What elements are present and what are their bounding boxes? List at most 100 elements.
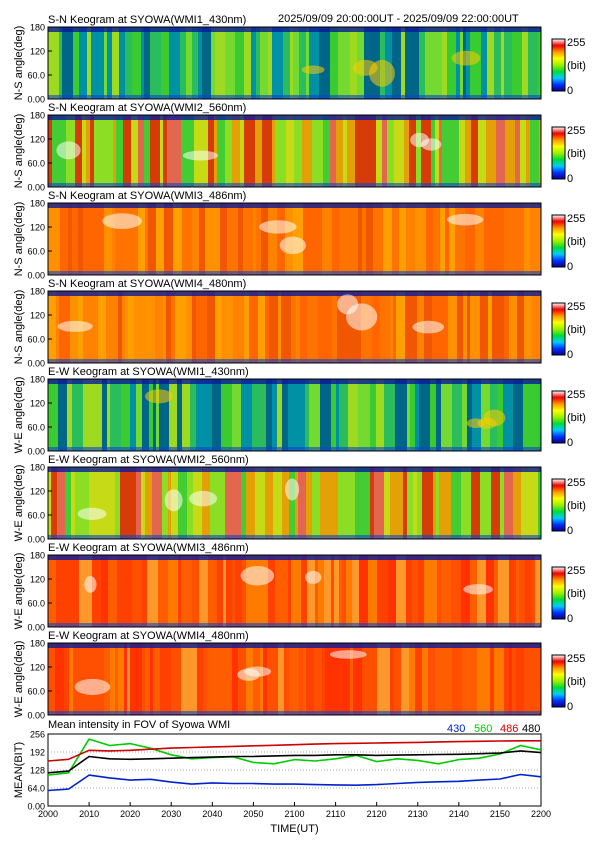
x-tick-label: 2130	[408, 809, 428, 819]
colorbar-unit: (bit)	[567, 60, 586, 72]
x-tick-label: 2120	[367, 809, 387, 819]
colorbar-min: 0	[567, 701, 573, 713]
y-tick-label: 120	[30, 135, 45, 145]
keogram-panel: S-N Keogram at SYOWA(WMI1_430nm) 0.00 60.0…	[13, 14, 586, 105]
series-line-486	[47, 739, 541, 762]
keogram-image	[48, 291, 541, 363]
colorbar-max: 255	[567, 125, 585, 137]
series-line-560	[47, 738, 542, 776]
y-axis-label: N-S angle(deg)	[13, 114, 25, 189]
y-tick-label: 180	[30, 287, 45, 297]
x-tick-label: 2100	[284, 809, 304, 819]
y-tick-label: 64.0	[27, 784, 45, 794]
y-tick-label: 120	[30, 311, 45, 321]
y-tick-label: 180	[30, 111, 45, 121]
y-tick-label: 120	[30, 399, 45, 409]
colorbar-max: 255	[567, 37, 585, 49]
chart-title: Mean intensity in FOV of Syowa WMI	[48, 719, 230, 731]
colorbar-max: 255	[567, 653, 585, 665]
colorbar-min: 0	[567, 261, 573, 273]
colorbar-max: 255	[567, 213, 585, 225]
x-tick-label: 2110	[326, 809, 345, 819]
y-tick-label: 0.00	[27, 183, 45, 193]
keogram-panel: S-N Keogram at SYOWA(WMI2_560nm) 0.00 60.0…	[13, 102, 586, 193]
colorbar: 255 (bit) 0	[551, 125, 586, 185]
colorbar-unit: (bit)	[567, 236, 586, 248]
y-axis-label: W-E angle(deg)	[13, 553, 25, 630]
colorbar: 255 (bit) 0	[551, 389, 586, 449]
colorbar-unit: (bit)	[567, 500, 586, 512]
keogram-title: E-W Keogram at SYOWA(WMI4_480nm)	[48, 630, 249, 642]
x-axis-label: TIME(UT)	[270, 823, 318, 835]
y-tick-label: 60.0	[27, 599, 45, 609]
colorbar: 255 (bit) 0	[551, 477, 586, 537]
x-tick-label: 2140	[449, 809, 469, 819]
colorbar-unit: (bit)	[567, 324, 586, 336]
y-tick-label: 0.00	[27, 711, 45, 721]
date-range: 2025/09/09 20:00:00UT - 2025/09/09 22:00…	[278, 13, 519, 25]
keogram-panel: E-W Keogram at SYOWA(WMI4_480nm) 0.00 60.0…	[13, 630, 586, 721]
x-tick-label: 2150	[490, 809, 510, 819]
keogram-panel: S-N Keogram at SYOWA(WMI3_486nm) 0.00 60.0…	[13, 190, 586, 281]
keogram-image	[48, 27, 541, 99]
y-tick-label: 0.00	[27, 802, 45, 812]
y-tick-label: 180	[30, 463, 45, 473]
y-tick-label: 60.0	[27, 423, 45, 433]
keogram-image	[48, 467, 541, 539]
y-axis-label: N-S angle(deg)	[13, 290, 25, 365]
y-tick-label: 0.00	[27, 359, 45, 369]
colorbar-min: 0	[567, 173, 573, 185]
colorbar-min: 0	[567, 85, 573, 97]
y-tick-label: 60.0	[27, 159, 45, 169]
y-tick-label: 0.00	[27, 623, 45, 633]
y-axis-label: W-E angle(deg)	[13, 465, 25, 542]
y-tick-label: 0.00	[27, 95, 45, 105]
x-tick-label: 2050	[243, 809, 263, 819]
keogram-title: S-N Keogram at SYOWA(WMI4_480nm)	[48, 278, 246, 290]
y-tick-label: 0.00	[27, 271, 45, 281]
y-tick-label: 256	[30, 730, 45, 740]
y-tick-label: 120	[30, 663, 45, 673]
y-axis-label: W-E angle(deg)	[13, 641, 25, 718]
y-tick-label: 120	[30, 575, 45, 585]
keogram-title: S-N Keogram at SYOWA(WMI1_430nm)	[48, 14, 246, 26]
legend-entry: 486	[500, 723, 518, 735]
keogram-panels: S-N Keogram at SYOWA(WMI1_430nm) 0.00 60.0…	[13, 14, 586, 721]
keogram-image	[48, 203, 541, 275]
legend-entry: 560	[474, 723, 492, 735]
keogram-panel: E-W Keogram at SYOWA(WMI3_486nm) 0.00 60.0…	[13, 542, 586, 633]
colorbar-min: 0	[567, 437, 573, 449]
colorbar: 255 (bit) 0	[551, 565, 586, 625]
y-tick-label: 120	[30, 47, 45, 57]
colorbar-max: 255	[567, 565, 585, 577]
x-tick-label: 2000	[38, 809, 58, 819]
colorbar-unit: (bit)	[567, 412, 586, 424]
colorbar-max: 255	[567, 301, 585, 313]
keogram-panel: E-W Keogram at SYOWA(WMI2_560nm) 0.00 60.0…	[13, 454, 586, 545]
x-tick-label: 2200	[531, 809, 551, 819]
y-tick-label: 180	[30, 551, 45, 561]
y-tick-label: 180	[30, 23, 45, 33]
legend: 430 560 486 480	[447, 723, 540, 735]
y-tick-label: 0.00	[27, 447, 45, 457]
colorbar: 255 (bit) 0	[551, 37, 586, 97]
x-tick-label: 2010	[79, 809, 99, 819]
y-tick-label: 120	[30, 223, 45, 233]
series-line-430	[47, 773, 542, 792]
y-axis-label: W-E angle(deg)	[13, 377, 25, 454]
keogram-title: E-W Keogram at SYOWA(WMI2_560nm)	[48, 454, 249, 466]
y-tick-label: 60.0	[27, 247, 45, 257]
colorbar-unit: (bit)	[567, 148, 586, 160]
y-tick-label: 60.0	[27, 335, 45, 345]
keogram-title: S-N Keogram at SYOWA(WMI3_486nm)	[48, 190, 246, 202]
colorbar-unit: (bit)	[567, 676, 586, 688]
colorbar: 255 (bit) 0	[551, 301, 586, 361]
y-tick-label: 60.0	[27, 511, 45, 521]
x-tick-label: 2040	[202, 809, 222, 819]
y-axis-label: N-S angle(deg)	[13, 202, 25, 277]
y-tick-label: 180	[30, 639, 45, 649]
y-axis-label: N-S angle(deg)	[13, 26, 25, 101]
colorbar-max: 255	[567, 389, 585, 401]
series-line-480	[47, 750, 542, 774]
